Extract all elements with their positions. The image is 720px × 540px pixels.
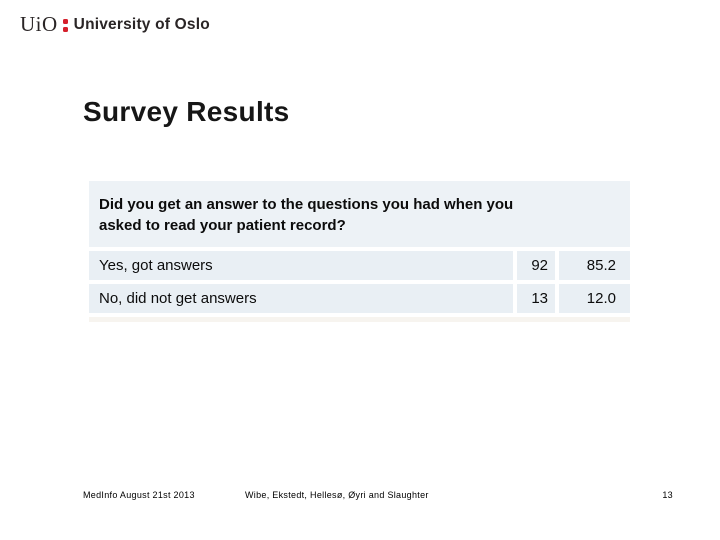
footer-page-number: 13 <box>662 490 673 500</box>
footer-conference-date: MedInfo August 21st 2013 <box>83 490 195 500</box>
row-no-label: No, did not get answers <box>89 284 513 313</box>
uio-logo: UiO University of Oslo <box>20 12 210 37</box>
colon-dot-top <box>62 19 68 24</box>
page-title: Survey Results <box>83 96 290 127</box>
row-no-percent: 12.0 <box>559 284 630 313</box>
uio-colon-icon <box>62 19 68 32</box>
row-no-count: 13 <box>517 284 555 313</box>
footer-authors: Wibe, Ekstedt, Hellesø, Øyri and Slaught… <box>245 490 429 500</box>
row-yes-count: 92 <box>517 251 555 280</box>
survey-results-table: Did you get an answer to the questions y… <box>89 181 630 313</box>
colon-dot-bottom <box>62 27 68 32</box>
uio-acronym: UiO <box>20 12 58 36</box>
institution-name: University of Oslo <box>73 16 210 33</box>
row-yes-label: Yes, got answers <box>89 251 513 280</box>
table-question-header: Did you get an answer to the questions y… <box>89 181 630 247</box>
table-bottom-strip <box>89 317 630 322</box>
row-yes-percent: 85.2 <box>559 251 630 280</box>
